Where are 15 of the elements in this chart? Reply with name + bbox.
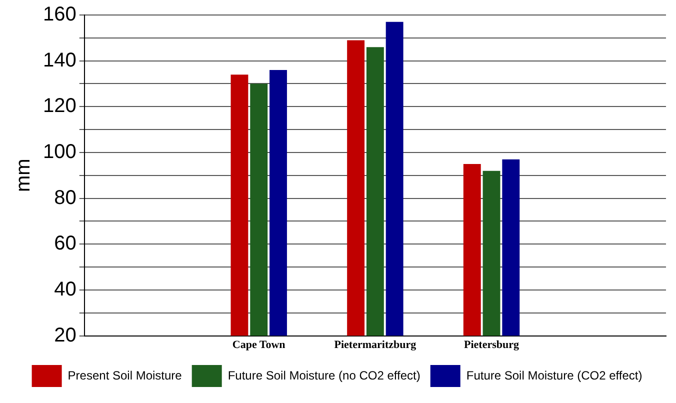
y-tick-label: 80 — [54, 186, 76, 209]
y-tick-label: 100 — [42, 141, 76, 163]
y-tick-label: 140 — [42, 49, 76, 72]
y-tick-label: 40 — [54, 278, 76, 300]
y-tick-label: 20 — [54, 324, 76, 346]
x-tick-label: Pietersburg — [464, 339, 520, 352]
x-tick-label: Pietermaritzburg — [334, 339, 417, 352]
y-tick-label: 60 — [54, 232, 76, 255]
y-tick-label: 160 — [42, 4, 76, 26]
x-tick-label: Cape Town — [232, 339, 286, 352]
y-tick-label: 120 — [42, 95, 76, 118]
y-axis-title: mm — [12, 158, 35, 192]
legend-label: Present Soil Moisture — [68, 368, 182, 382]
legend-label: Future Soil Moisture (no CO2 effect) — [228, 368, 420, 382]
legend-label: Future Soil Moisture (CO2 effect) — [466, 368, 642, 382]
